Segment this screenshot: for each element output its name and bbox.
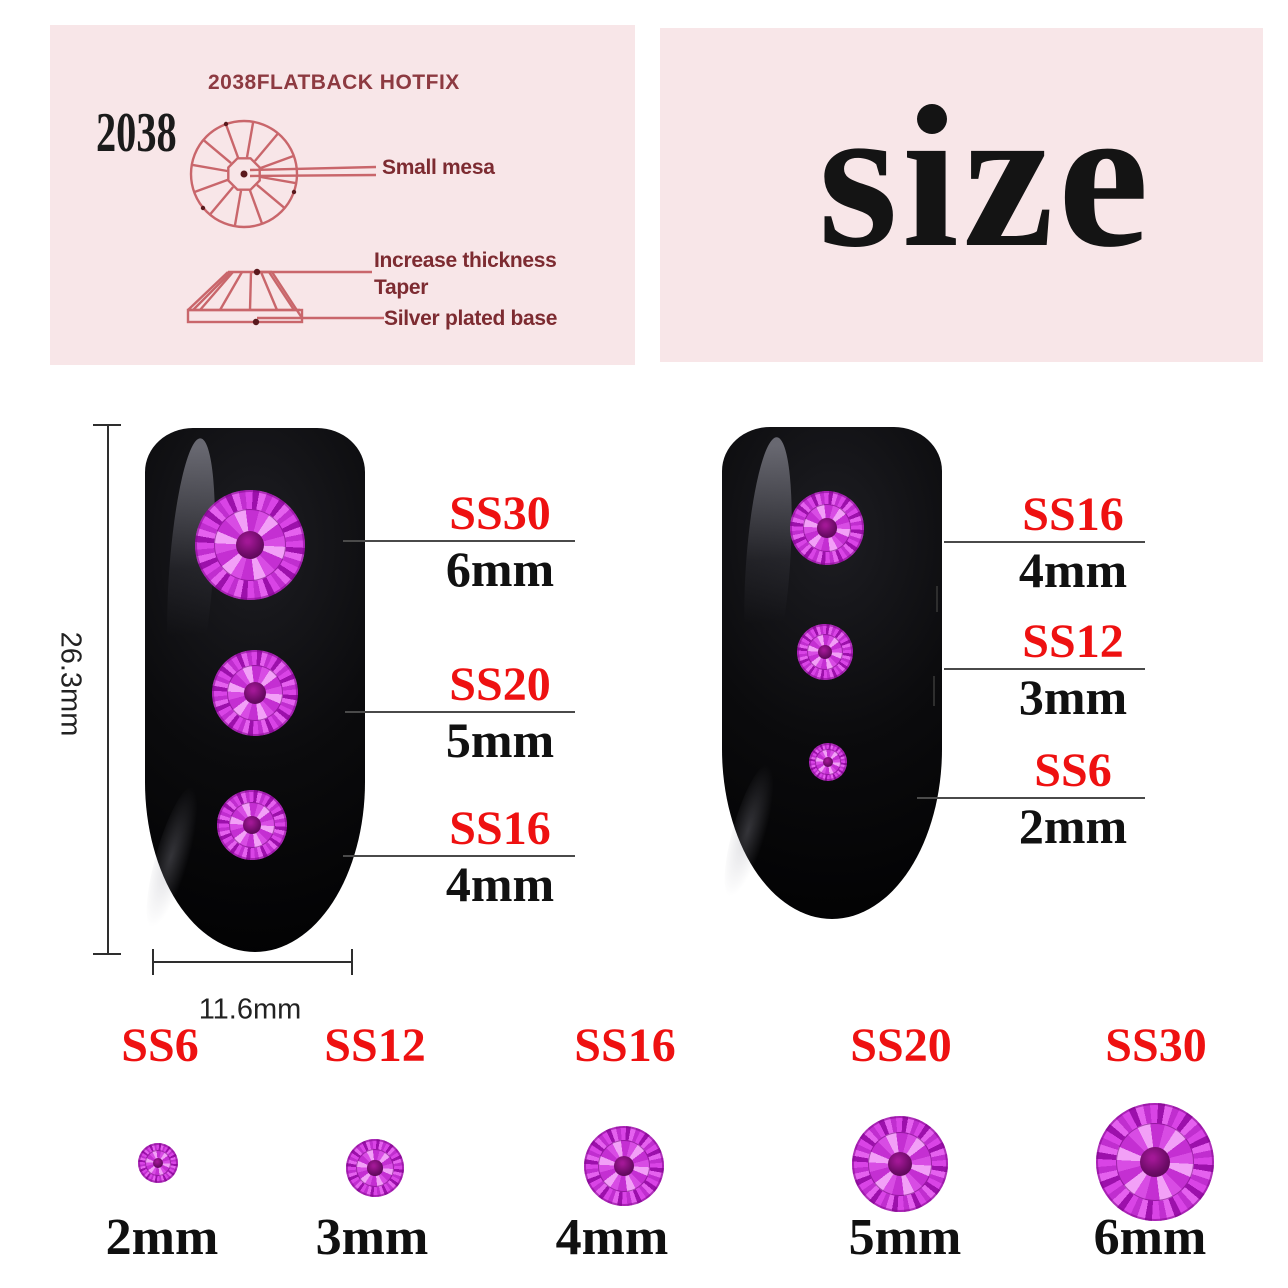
edge-tick: [933, 676, 935, 706]
nail-gloss-highlight: [737, 435, 800, 694]
diagram-dots: [200, 121, 297, 211]
crystal-diagram: [186, 119, 384, 326]
chart-ss-label: SS30: [1105, 1019, 1207, 1072]
i-dot: [917, 104, 948, 134]
height-dimension-cap-top: [93, 424, 121, 426]
size-letter-e: e: [1057, 63, 1153, 290]
callout-mm-label: 4mm: [1018, 542, 1128, 598]
callout-ss-label: SS16: [1022, 488, 1124, 541]
nail-height-value: 26.3mm: [54, 631, 87, 737]
callout-mm-label: 3mm: [1018, 669, 1128, 725]
crystal-top-view: [189, 119, 377, 229]
size-letter-z: z: [962, 63, 1058, 290]
nail-gloss-highlight: [136, 782, 209, 933]
callout-ss-label: SS30: [449, 487, 551, 540]
construction-panel: 2038FLATBACK HOTFIX 2038 Small mesa Incr…: [50, 25, 635, 365]
chart-rhinestone-ss16: [584, 1126, 664, 1206]
chart-ss-label: SS20: [850, 1019, 952, 1072]
chart-rhinestone-ss12: [346, 1139, 404, 1197]
callout-line: [917, 797, 1145, 799]
crystal-side-view: [186, 270, 384, 324]
chart-rhinestone-ss20: [852, 1116, 948, 1212]
rhinestone-ss20: [212, 650, 298, 736]
rhinestone-ss16: [790, 491, 864, 565]
chart-mm-label: 3mm: [315, 1209, 429, 1266]
nail-gloss-highlight: [714, 759, 785, 902]
size-headline: sı ze: [660, 74, 1263, 279]
callout-ss-label: SS6: [1034, 744, 1112, 797]
construction-panel-title: 2038FLATBACK HOTFIX: [208, 71, 460, 94]
label-silver-base: Silver plated base: [384, 307, 558, 330]
edge-tick: [936, 586, 938, 612]
size-panel: sı ze: [660, 28, 1263, 362]
rhinestone-ss30: [195, 490, 305, 600]
label-taper: Taper: [374, 276, 429, 299]
size-letter-i: ı: [901, 63, 963, 290]
model-number: 2038: [96, 102, 177, 164]
callout-mm-label: 6mm: [445, 541, 555, 597]
height-dimension-cap-bottom: [93, 953, 121, 955]
callout-mm-label: 5mm: [445, 712, 555, 768]
chart-ss-label: SS16: [574, 1019, 676, 1072]
callout-line: [944, 668, 1145, 670]
chart-mm-label: 2mm: [105, 1209, 219, 1266]
callout-line: [944, 541, 1145, 543]
chart-ss-label: SS12: [324, 1019, 426, 1072]
chart-mm-label: 6mm: [1093, 1209, 1207, 1266]
callout-mm-label: 2mm: [1018, 798, 1128, 854]
callout-line: [345, 711, 575, 713]
width-dimension-cap-right: [351, 949, 353, 975]
label-small-mesa: Small mesa: [382, 156, 495, 179]
width-dimension-line: [153, 961, 353, 963]
chart-rhinestone-ss6: [138, 1143, 178, 1183]
callout-line: [343, 540, 575, 542]
chart-ss-label: SS6: [121, 1019, 199, 1072]
chart-mm-label: 4mm: [555, 1209, 669, 1266]
height-dimension-line: [107, 425, 109, 955]
callout-line: [343, 855, 575, 857]
width-dimension-cap-left: [152, 949, 154, 975]
callout-ss-label: SS20: [449, 658, 551, 711]
callout-mm-label: 4mm: [445, 856, 555, 912]
rhinestone-ss16: [217, 790, 287, 860]
chart-mm-label: 5mm: [848, 1209, 962, 1266]
callout-ss-label: SS12: [1022, 615, 1124, 668]
size-letter-s: s: [818, 63, 902, 290]
chart-rhinestone-ss30: [1096, 1103, 1214, 1221]
label-increase-thickness: Increase thickness: [374, 249, 557, 272]
rhinestone-ss12: [797, 624, 853, 680]
rhinestone-ss6: [809, 743, 847, 781]
nail-width-value: 11.6mm: [198, 993, 302, 1026]
callout-ss-label: SS16: [449, 802, 551, 855]
